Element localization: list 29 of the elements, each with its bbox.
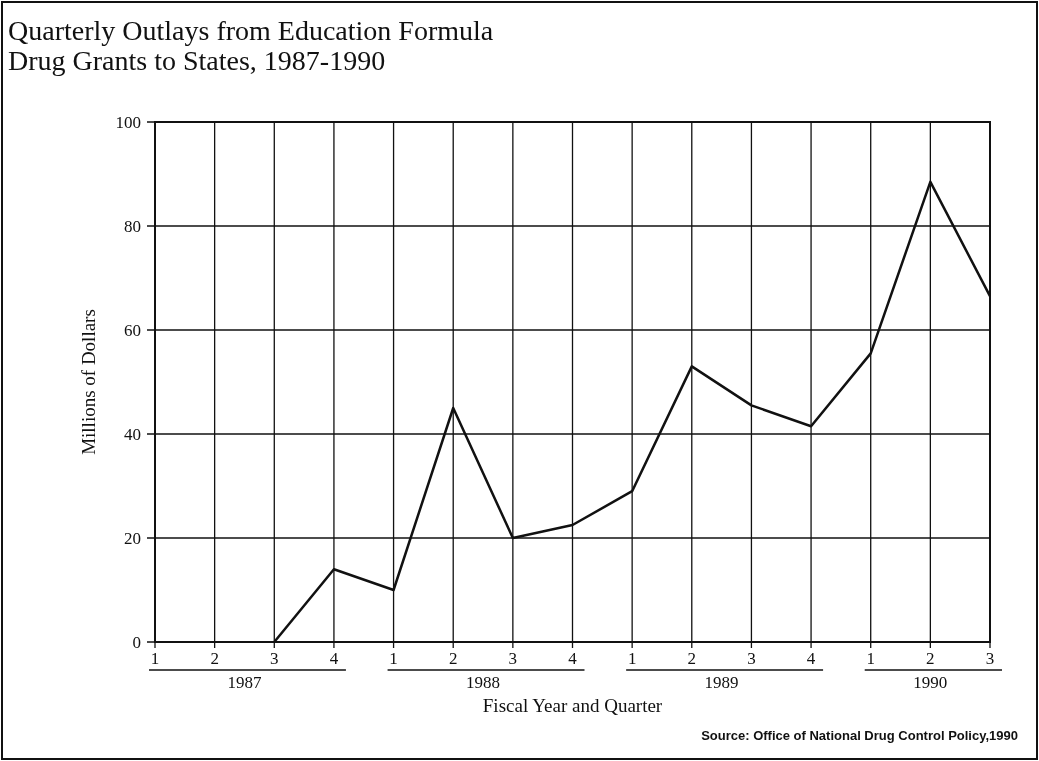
y-tick-label: 60	[124, 320, 141, 340]
text: 1990	[913, 673, 948, 692]
x-tick-label: 4	[806, 649, 816, 668]
x-tick-label: 2	[448, 649, 458, 668]
text: 1989	[704, 673, 739, 692]
x-tick-label: 4	[329, 649, 339, 668]
x-tick-label: 1	[150, 649, 160, 668]
y-tick-label: 100	[115, 112, 141, 132]
source-note: Source: Office of National Drug Control Policy,1990	[701, 728, 1018, 743]
x-tick-label: 1	[866, 649, 875, 668]
x-tick-label: 1	[389, 649, 398, 668]
x-tick-label: 3	[508, 649, 518, 668]
x-tick-label: 4	[568, 649, 578, 668]
text: 1987	[227, 673, 262, 692]
x-tick-label: 2	[687, 649, 697, 668]
x-axis-title: Fiscal Year and Quarter	[482, 695, 663, 716]
x-tick-label: 2	[926, 649, 935, 668]
x-tick-label: 3	[747, 649, 756, 668]
y-axis-title: Millions of Dollars	[78, 309, 99, 455]
y-tick-label: 0	[132, 632, 141, 652]
chart-title: Quarterly Outlays from Education Formula Drug Grants to States, 1987-1990	[8, 15, 494, 76]
y-tick-label: 40	[124, 424, 141, 444]
x-tick-label: 1	[627, 649, 637, 668]
y-tick-label: 80	[124, 216, 141, 236]
y-tick-label: 20	[124, 528, 141, 548]
x-tick-label: 3	[270, 649, 279, 668]
x-tick-label: 2	[210, 649, 219, 668]
x-tick-label: 3	[985, 649, 995, 668]
text: 1988	[466, 673, 501, 692]
